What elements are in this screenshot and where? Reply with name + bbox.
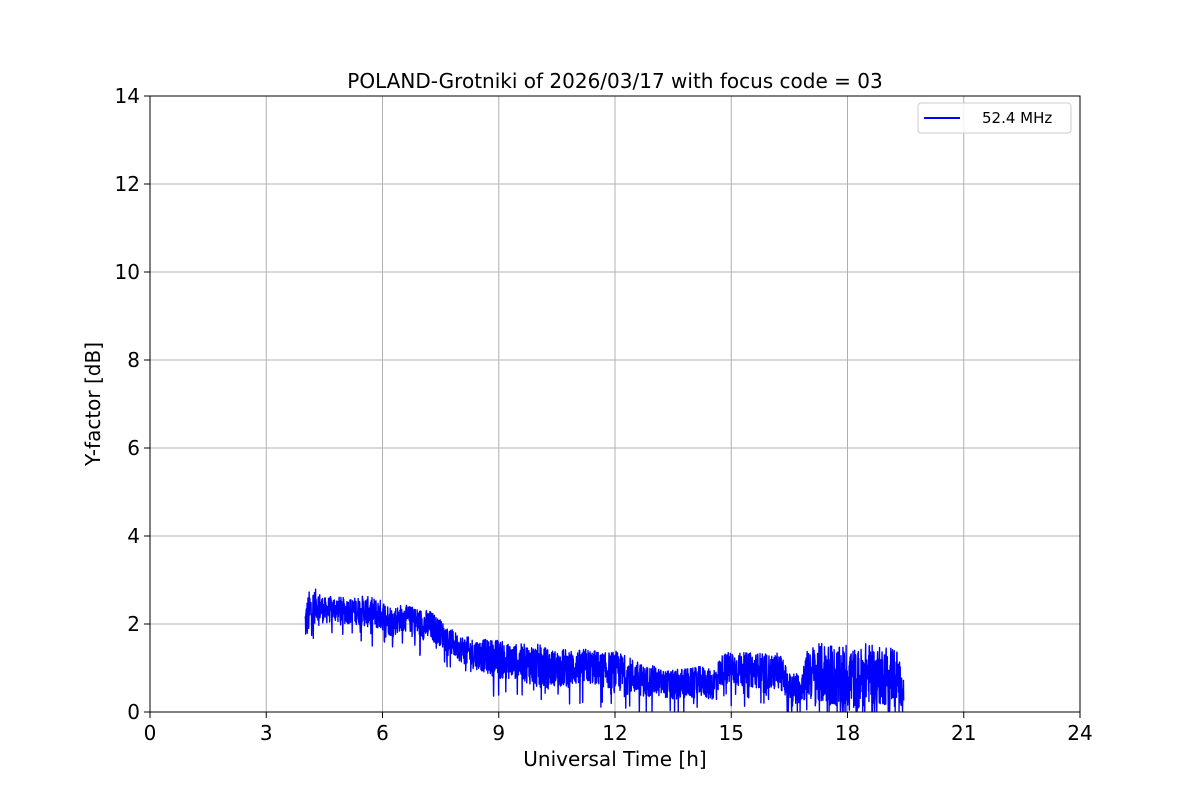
y-tick-label: 8 bbox=[127, 348, 140, 372]
legend-box bbox=[917, 102, 1072, 134]
x-tick-label: 3 bbox=[260, 721, 273, 745]
y-tick-label: 10 bbox=[115, 260, 140, 284]
x-tick-label: 24 bbox=[1067, 721, 1092, 745]
x-tick-label: 18 bbox=[835, 721, 860, 745]
y-tick-label: 14 bbox=[115, 84, 140, 108]
y-tick-label: 4 bbox=[127, 524, 140, 548]
x-tick-label: 12 bbox=[602, 721, 627, 745]
chart-title: POLAND-Grotniki of 2026/03/17 with focus… bbox=[347, 69, 882, 93]
y-tick-label: 2 bbox=[127, 612, 140, 636]
y-tick-label: 12 bbox=[115, 172, 140, 196]
series-line bbox=[304, 588, 905, 712]
y-tick-label: 0 bbox=[127, 700, 140, 724]
x-axis-label: Universal Time [h] bbox=[523, 747, 706, 771]
plot-area bbox=[304, 588, 905, 712]
x-tick-label: 15 bbox=[719, 721, 744, 745]
x-tick-label: 0 bbox=[144, 721, 157, 745]
y-tick-label: 6 bbox=[127, 436, 140, 460]
legend-entry: 52.4 MHz bbox=[982, 109, 1052, 127]
x-tick-label: 6 bbox=[376, 721, 389, 745]
y-axis-label: Y-factor [dB] bbox=[81, 342, 105, 467]
x-tick-label: 21 bbox=[951, 721, 976, 745]
x-tick-label: 9 bbox=[492, 721, 505, 745]
legend: 52.4 MHz bbox=[917, 102, 1072, 134]
